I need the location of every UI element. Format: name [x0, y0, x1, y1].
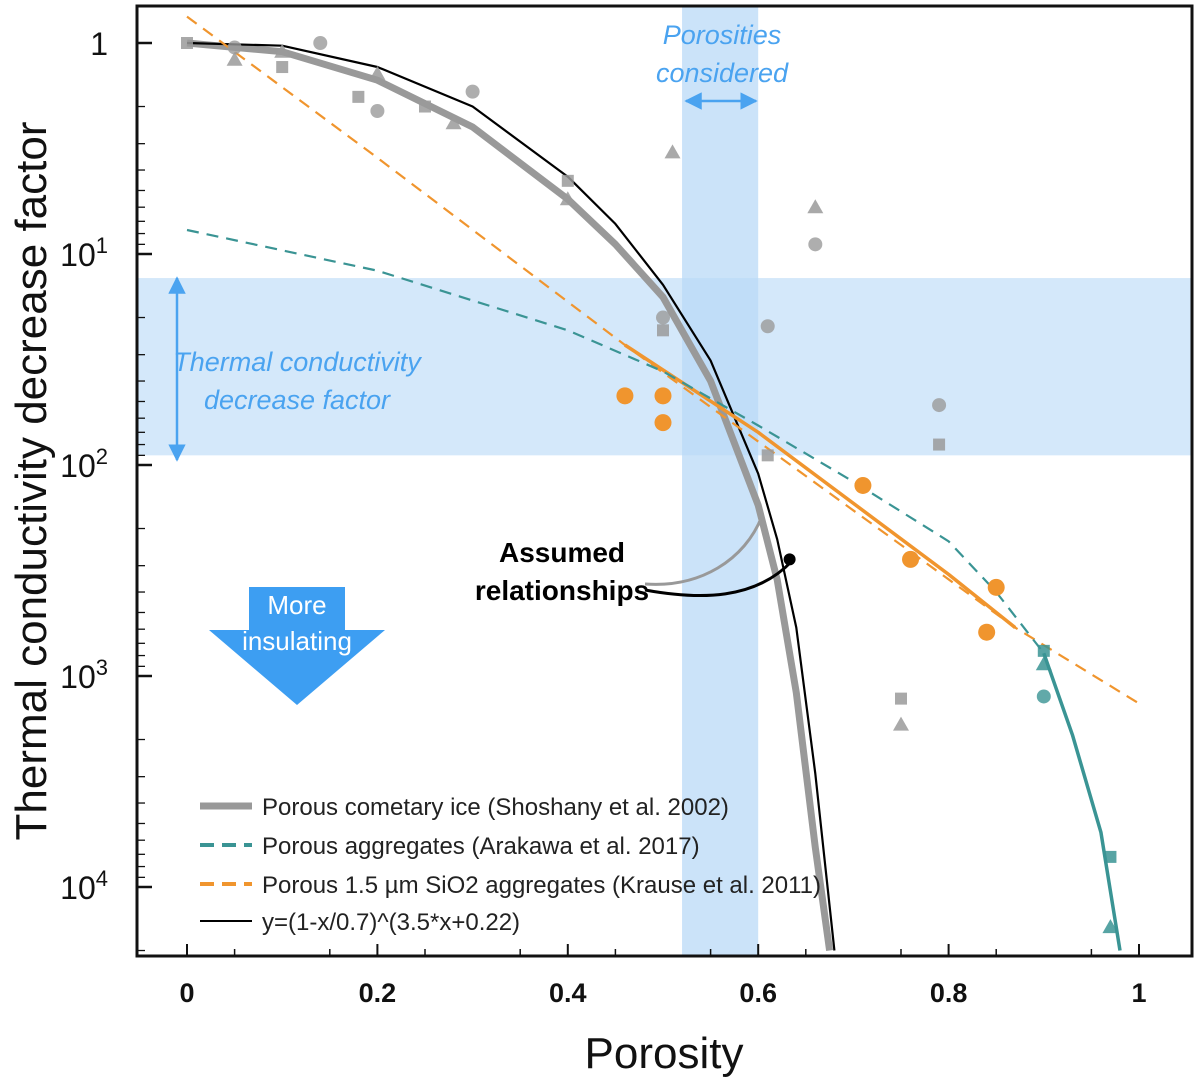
series-7-triangle-point: [1035, 656, 1052, 671]
legend-label-arakawa: Porous aggregates (Arakawa et al. 2017): [262, 833, 700, 860]
series-8-triangle-point: [369, 65, 386, 80]
series-6-point: [902, 550, 920, 568]
y-tick-label: 103: [60, 655, 108, 695]
series-8-square-point: [419, 100, 431, 113]
assumed-callout-grey: [644, 515, 764, 586]
series-4-dashed-line: [186, 228, 1045, 654]
series-7-square-point: [1037, 644, 1050, 657]
series-8-triangle-point: [226, 51, 243, 66]
series-6-point: [987, 578, 1005, 596]
y-tick-label: 104: [60, 866, 108, 906]
y-tick-label: 1: [90, 26, 108, 62]
series-7-circle-point: [1036, 689, 1051, 704]
series-7-triangle-point: [1102, 919, 1119, 934]
series-5-line: [1042, 652, 1122, 951]
assumed-label-line2: relationships: [475, 575, 649, 606]
assumed-label-line1: Assumed: [499, 537, 625, 568]
series-6-point: [616, 387, 634, 405]
series-8-triangle-point: [664, 144, 681, 159]
series-8-square-point: [657, 324, 669, 337]
series-8-triangle-point: [445, 115, 462, 130]
legend-label-krause: Porous 1.5 µm SiO2 aggregates (Krause et…: [262, 872, 821, 899]
series-8-square-point: [761, 449, 774, 462]
series-8-square-point: [352, 90, 365, 103]
arrow-label-line2: insulating: [242, 626, 352, 656]
series-8-triangle-point: [807, 199, 824, 214]
y-axis-title: Thermal conductivity decrease factor: [7, 122, 56, 841]
series-8-circle-point: [313, 36, 328, 50]
x-axis-title: Porosity: [585, 1029, 744, 1078]
series-8-circle-point: [932, 398, 947, 413]
series-6-point: [978, 623, 996, 641]
series-8-square-point: [561, 174, 574, 187]
factor-note-line2: decrease factor: [204, 385, 391, 415]
series-8-square-point: [276, 61, 289, 74]
legend-label-shoshany: Porous cometary ice (Shoshany et al. 200…: [262, 794, 729, 821]
legend-label-formula: y=(1-x/0.7)^(3.5*x+0.22): [262, 909, 520, 936]
x-tick-label: 0.6: [739, 978, 777, 1008]
porosities-note-line1: Porosities: [663, 20, 782, 50]
series-8-square-point: [933, 438, 946, 451]
series-3-dashed-line: [186, 15, 1140, 705]
series-6-point: [854, 476, 872, 494]
porosities-note-line2: considered: [656, 58, 789, 88]
series-layer: [181, 15, 1140, 951]
arrow-label-line1: More: [267, 590, 326, 620]
x-axis-ticks: 0 0.2 0.4 0.6 0.8 1: [179, 944, 1147, 1008]
series-8-circle-point: [808, 237, 823, 252]
series-6-point: [654, 414, 672, 432]
series-7-square-point: [1104, 850, 1117, 863]
series-8-square-point: [895, 692, 907, 705]
series-8-circle-point: [760, 319, 775, 334]
x-tick-label: 0: [179, 978, 194, 1008]
y-tick-label: 102: [60, 444, 108, 484]
assumed-point-marker: [783, 553, 796, 566]
factor-note-line1: Thermal conductivity: [173, 347, 422, 377]
series-8-square-point: [181, 37, 193, 49]
series-8-triangle-point: [893, 716, 909, 731]
series-8-circle-point: [370, 103, 385, 118]
x-tick-label: 0.4: [549, 978, 587, 1008]
series-8-circle-point: [465, 84, 480, 99]
series-6-point: [654, 387, 672, 405]
series-8-circle-point: [656, 310, 670, 325]
x-tick-label: 0.8: [930, 978, 968, 1008]
y-tick-label: 101: [60, 233, 108, 273]
x-tick-label: 1: [1131, 978, 1146, 1008]
x-tick-label: 0.2: [359, 978, 397, 1008]
plot-frame: [135, 4, 1194, 958]
series-8-circle-point: [227, 40, 242, 55]
assumed-callout-black: [644, 559, 794, 598]
more-insulating-arrow-icon: [209, 587, 385, 705]
series-8-triangle-point: [274, 43, 291, 58]
y-axis-ticks: 1 101 102 103 104: [60, 26, 152, 952]
series-0-line: [186, 39, 834, 951]
legend: Porous cometary ice (Shoshany et al. 200…: [200, 794, 821, 936]
series-8-triangle-point: [559, 191, 576, 206]
